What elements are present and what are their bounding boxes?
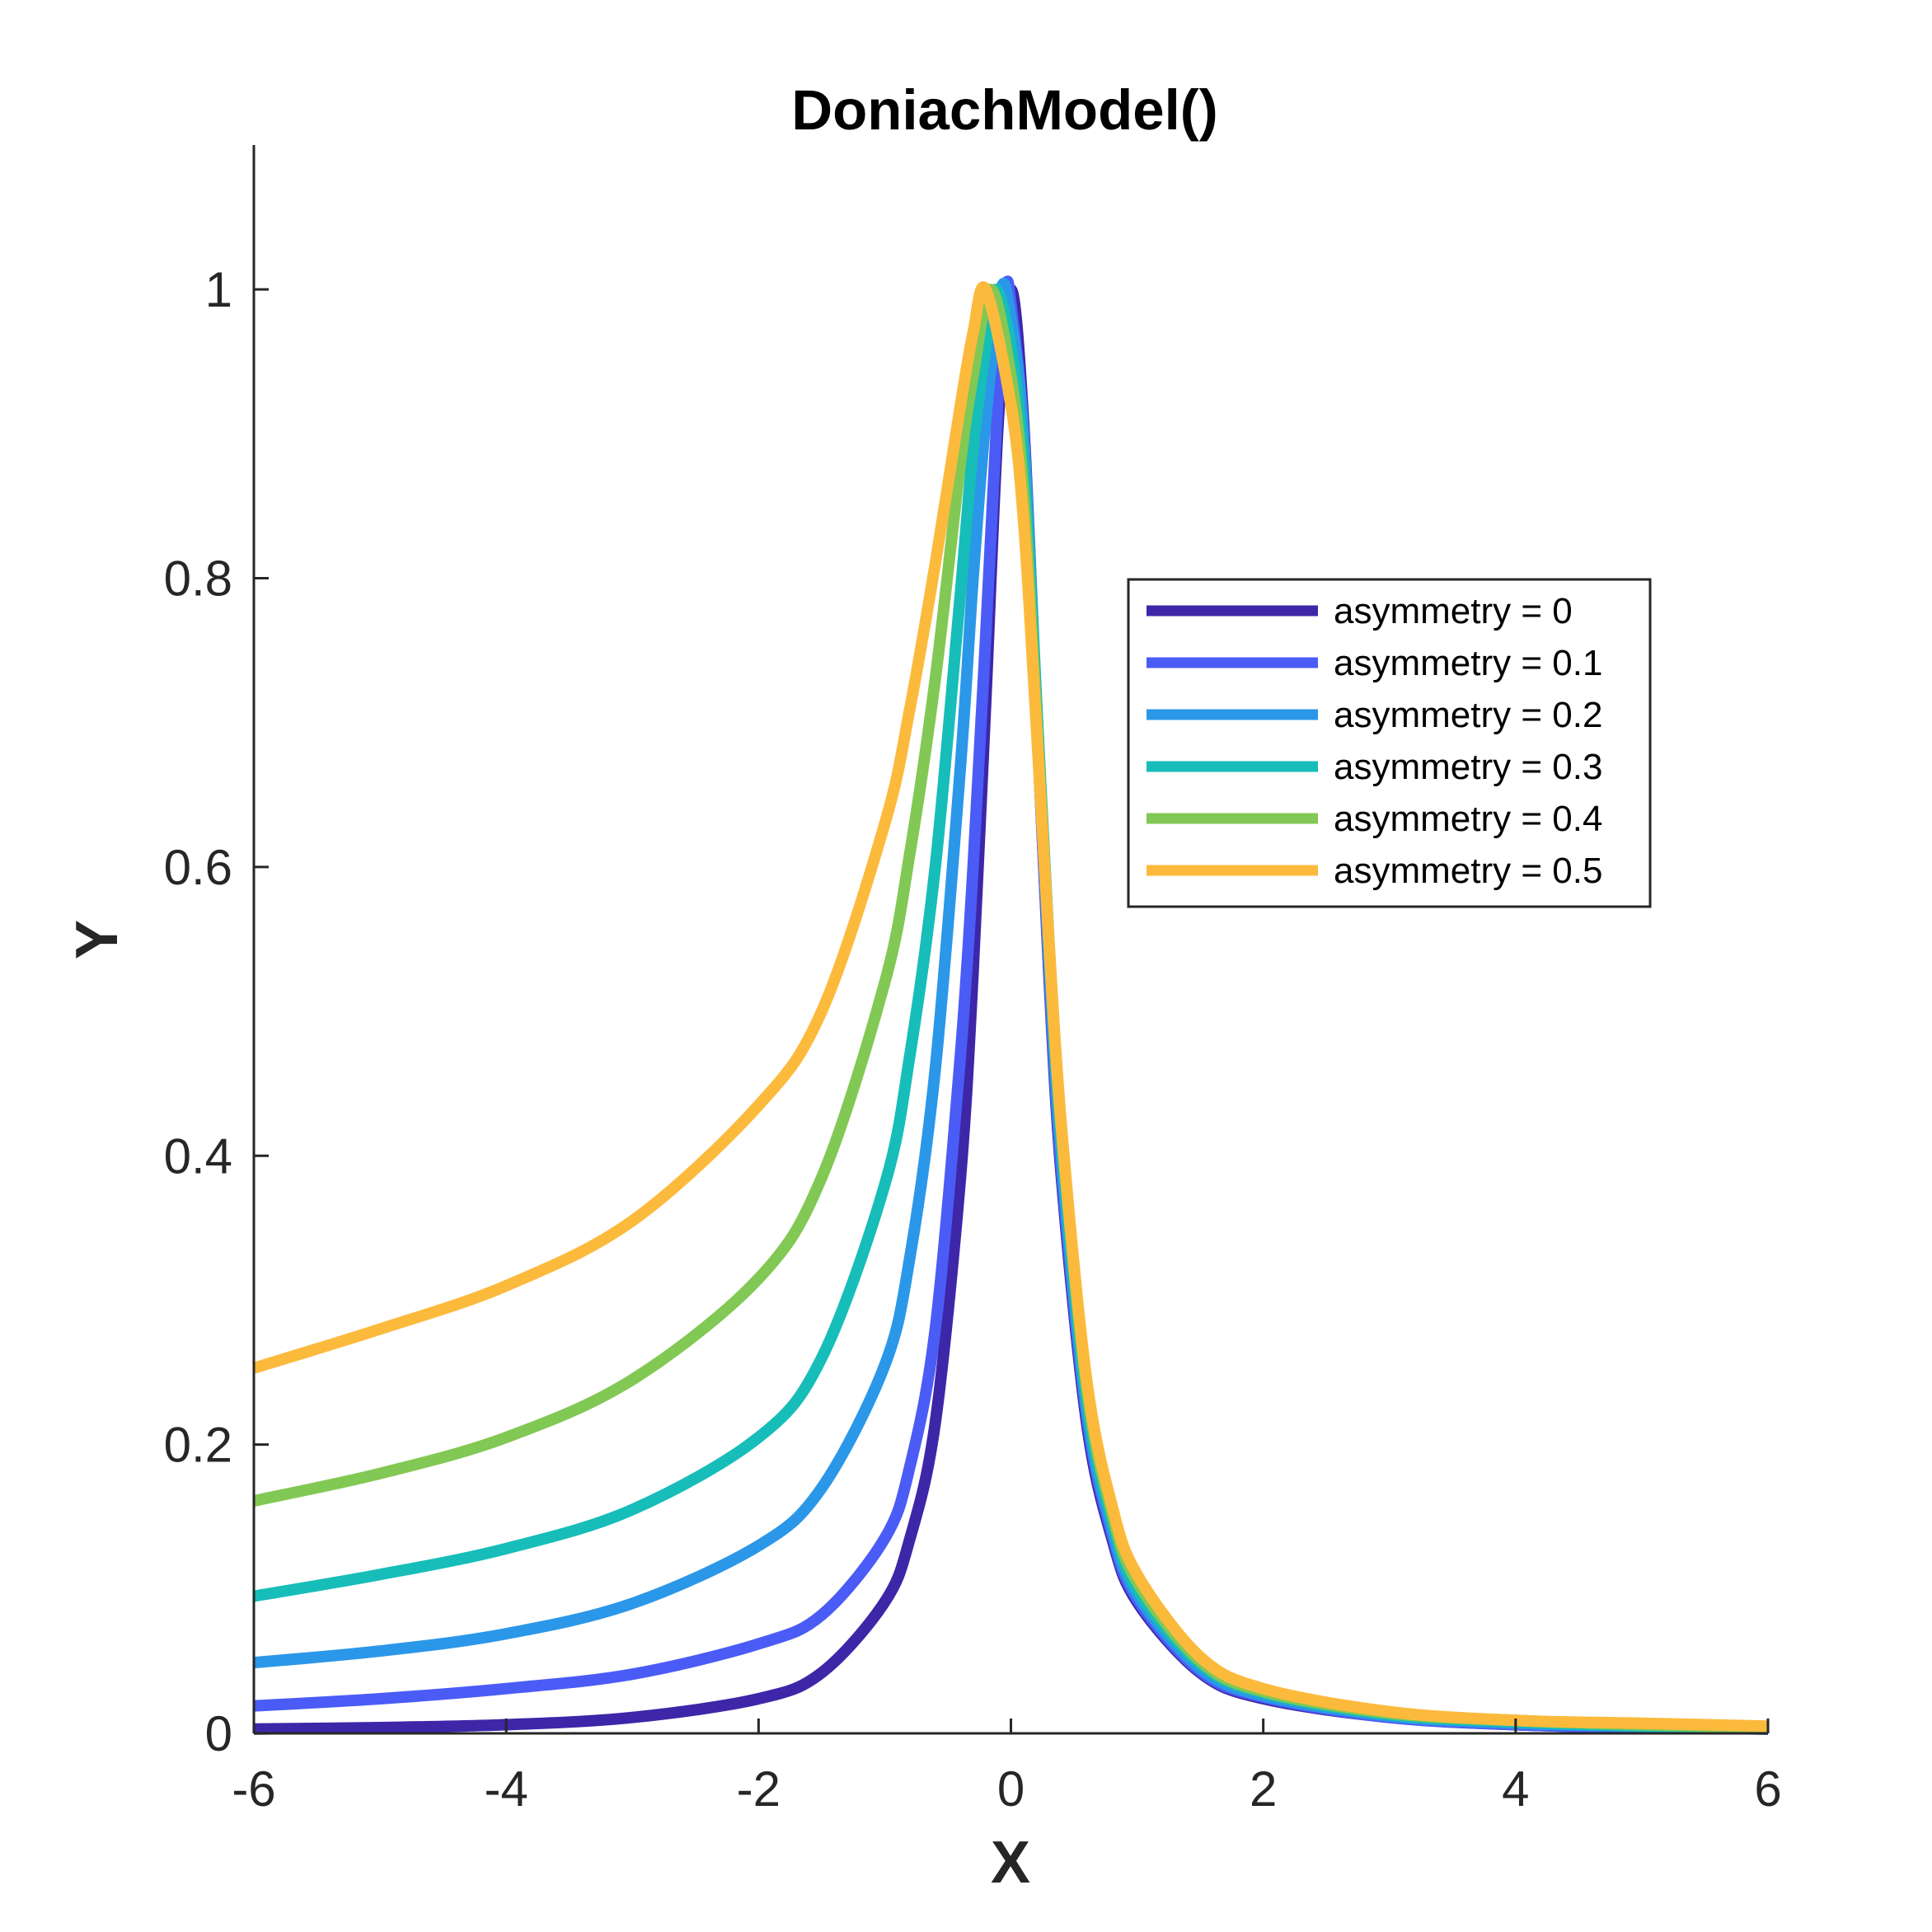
y-tick-label: 0.2 [164,1418,232,1473]
series-layer [251,275,1769,1735]
y-tick-label: 0.4 [164,1128,232,1184]
x-tick-label: 4 [1502,1761,1529,1817]
y-tick-label: 1 [205,262,232,317]
x-ticks: -6 -4 -2 0 2 4 6 [232,1719,1782,1817]
chart-title: DoniachModel() [791,78,1217,142]
y-ticks: 0 0.2 0.4 0.6 0.8 1 [164,262,269,1761]
legend-label-0: asymmetry = 0 [1334,591,1573,631]
y-tick-label: 0 [205,1706,232,1761]
x-tick-label: -6 [232,1761,275,1817]
legend-label-4: asymmetry = 0.4 [1334,799,1602,839]
x-axis-label: X [991,1830,1030,1896]
y-tick-label: 0.8 [164,551,232,607]
legend: asymmetry = 0 asymmetry = 0.1 asymmetry = … [1127,578,1652,908]
legend-box [1127,578,1652,908]
x-tick-label: -4 [484,1761,528,1817]
x-tick-label: 2 [1250,1761,1277,1817]
x-tick-label: -2 [737,1761,781,1817]
legend-label-5: asymmetry = 0.5 [1334,851,1602,891]
series-line-5 [251,281,1769,1733]
legend-label-1: asymmetry = 0.1 [1334,643,1602,683]
y-tick-label: 0.6 [164,840,232,895]
legend-label-3: asymmetry = 0.3 [1334,747,1602,787]
legend-label-2: asymmetry = 0.2 [1334,695,1602,735]
y-axis-label: Y [64,920,130,959]
x-tick-label: 0 [997,1761,1025,1817]
x-tick-label: 6 [1754,1761,1781,1817]
